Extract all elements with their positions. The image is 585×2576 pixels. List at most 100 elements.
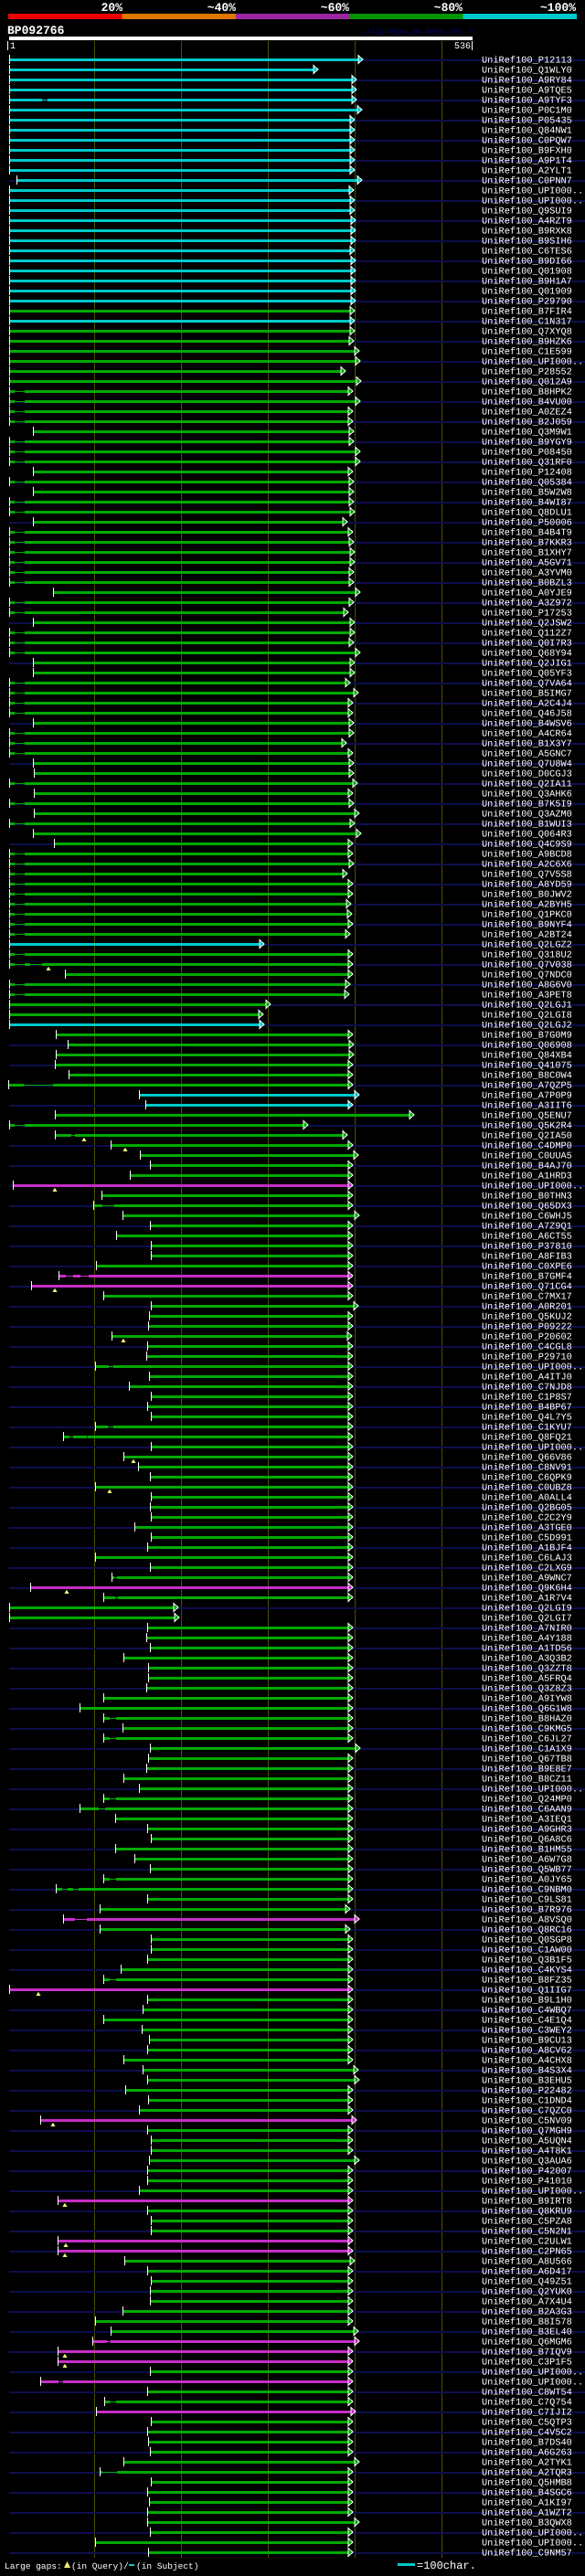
svg-text:UniRef100_Q012A9: UniRef100_Q012A9 (482, 377, 572, 388)
svg-text:UniRef100_Q3B1F5: UniRef100_Q3B1F5 (482, 1956, 572, 1966)
svg-text:UniRef100_Q2YUK0: UniRef100_Q2YUK0 (482, 2287, 572, 2298)
svg-text:UniRef100_Q65DX3: UniRef100_Q65DX3 (482, 1202, 572, 1213)
svg-text:UniRef100_A7X4U4: UniRef100_A7X4U4 (482, 2297, 572, 2308)
svg-text:UniRef100_C4E1Q4: UniRef100_C4E1Q4 (482, 2016, 572, 2027)
svg-text:UniRef100_B5W2W8: UniRef100_B5W2W8 (482, 488, 572, 499)
svg-text:UniRef100_C6TES6: UniRef100_C6TES6 (482, 247, 572, 258)
svg-text:UniRef100_B1WUI3: UniRef100_B1WUI3 (482, 820, 572, 831)
svg-text:UniRef100_P50006: UniRef100_P50006 (482, 518, 572, 529)
svg-text:UniRef100_C0XPE6: UniRef100_C0XPE6 (482, 1262, 572, 1273)
svg-text:UniRef100_C2C2Y9: UniRef100_C2C2Y9 (482, 1513, 572, 1524)
svg-text:UniRef100_Q7U8W4: UniRef100_Q7U8W4 (482, 759, 572, 770)
svg-text:UniRef100_A9RY84: UniRef100_A9RY84 (482, 76, 572, 87)
svg-text:UniRef100_C9NBM0: UniRef100_C9NBM0 (482, 1885, 572, 1896)
svg-text:UniRef100_C5D991: UniRef100_C5D991 (482, 1533, 572, 1544)
svg-text:UniRef100_B4B4T9: UniRef100_B4B4T9 (482, 528, 572, 539)
svg-text:536: 536 (454, 42, 471, 52)
svg-text:UniRef100_C7Q754: UniRef100_C7Q754 (482, 2398, 572, 2409)
svg-text:UniRef100_C0UBZ8: UniRef100_C0UBZ8 (482, 1483, 572, 1494)
svg-text:UniRef100_C1KYU7: UniRef100_C1KYU7 (482, 1423, 572, 1434)
svg-text:UniRef100_P09222: UniRef100_P09222 (482, 1322, 572, 1333)
svg-text:UniRef100_A4RZT9: UniRef100_A4RZT9 (482, 217, 572, 228)
svg-text:UniRef100_C1AW00: UniRef100_C1AW00 (482, 1945, 572, 1956)
svg-text:UniRef100_A6W7G8: UniRef100_A6W7G8 (482, 1855, 572, 1866)
svg-text:UniRef100_Q2LGZ2: UniRef100_Q2LGZ2 (482, 940, 572, 951)
svg-text:UniRef100_Q2LGJ1: UniRef100_Q2LGJ1 (482, 1001, 572, 1012)
svg-text:UniRef100_A1HRD3: UniRef100_A1HRD3 (482, 1171, 572, 1182)
svg-text:UniRef100_C5PZA8: UniRef100_C5PZA8 (482, 2217, 572, 2228)
svg-text:UniRef100_B9IRT8: UniRef100_B9IRT8 (482, 2197, 572, 2208)
svg-text:UniRef100_P08450: UniRef100_P08450 (482, 448, 572, 459)
svg-text:UniRef100_Q7XYQ8: UniRef100_Q7XYQ8 (482, 327, 572, 338)
svg-text:UniRef100_B4SGC6: UniRef100_B4SGC6 (482, 2488, 572, 2499)
svg-text:UniRef100_Q84NW1: UniRef100_Q84NW1 (482, 126, 572, 137)
svg-text:UniRef100_C6WHJ5: UniRef100_C6WHJ5 (482, 1212, 572, 1223)
svg-text:UniRef100_C8NV91: UniRef100_C8NV91 (482, 1463, 572, 1474)
svg-text:UniRef100_P12408: UniRef100_P12408 (482, 468, 572, 479)
svg-text:UniRef100_P41010: UniRef100_P41010 (482, 2177, 572, 2188)
svg-text:UniRef100_B9YGY9: UniRef100_B9YGY9 (482, 438, 572, 449)
svg-text:UniRef100_Q2IA50: UniRef100_Q2IA50 (482, 1131, 572, 1142)
svg-text:UniRef100_Q31RF0: UniRef100_Q31RF0 (482, 458, 572, 469)
svg-text:(in Subject): (in Subject) (136, 2561, 198, 2571)
svg-text:UniRef100_B1X3Y7: UniRef100_B1X3Y7 (482, 739, 572, 750)
svg-text:UniRef100_C7MX17: UniRef100_C7MX17 (482, 1292, 572, 1303)
svg-text:UniRef100_Q6A8C6: UniRef100_Q6A8C6 (482, 1835, 572, 1846)
svg-text:UniRef100_A0ALL4: UniRef100_A0ALL4 (482, 1493, 572, 1504)
svg-text:UniRef100_C7NJD8: UniRef100_C7NJD8 (482, 1383, 572, 1394)
svg-text:UniRef100_C7IJI2: UniRef100_C7IJI2 (482, 2408, 572, 2419)
svg-text:UniRef100_A8U566: UniRef100_A8U566 (482, 2257, 572, 2268)
svg-text:UniRef100_Q064R3: UniRef100_Q064R3 (482, 830, 572, 841)
svg-text:UniRef100_Q7MGH9: UniRef100_Q7MGH9 (482, 2126, 572, 2137)
svg-text:UniRef100_Q01908: UniRef100_Q01908 (482, 267, 572, 278)
svg-text:UniRef100_Q06908: UniRef100_Q06908 (482, 1041, 572, 1052)
svg-text:UniRef100_A9IYW8: UniRef100_A9IYW8 (482, 1694, 572, 1705)
svg-text:UniRef100_A8YD59: UniRef100_A8YD59 (482, 880, 572, 891)
svg-text:UniRef100_P28552: UniRef100_P28552 (482, 367, 572, 378)
svg-text:UniRef100_B9DI66: UniRef100_B9DI66 (482, 257, 572, 268)
svg-text:UniRef100_UPI000..: UniRef100_UPI000.. (482, 186, 583, 197)
svg-text:UniRef100_B4WI87: UniRef100_B4WI87 (482, 498, 572, 509)
svg-text:UniRef100_Q49Z51: UniRef100_Q49Z51 (482, 2277, 572, 2288)
svg-text:UniRef100_UPI000..: UniRef100_UPI000.. (482, 2187, 583, 2198)
svg-text:UniRef100_C8WT54: UniRef100_C8WT54 (482, 2388, 572, 2399)
svg-text:UniRef100_Q01909: UniRef100_Q01909 (482, 287, 572, 298)
svg-text:UniRef100_A2BT24: UniRef100_A2BT24 (482, 930, 572, 941)
svg-text:UniRef100_Q1WLY0: UniRef100_Q1WLY0 (482, 66, 572, 77)
svg-text:UniRef100_B8CZ11: UniRef100_B8CZ11 (482, 1775, 572, 1786)
svg-text:UniRef100_Q9K6H4: UniRef100_Q9K6H4 (482, 1584, 572, 1595)
svg-text:UniRef100_P42007: UniRef100_P42007 (482, 2167, 572, 2178)
svg-text:~40%: ~40% (207, 1, 236, 15)
svg-text:UniRef100_Q2LGI8: UniRef100_Q2LGI8 (482, 1011, 572, 1022)
svg-text:UniRef100_Q5HMB8: UniRef100_Q5HMB8 (482, 2478, 572, 2489)
svg-text:UniRef100_B4AJ70: UniRef100_B4AJ70 (482, 1161, 572, 1172)
svg-text:UniRef100_B0BZL3: UniRef100_B0BZL3 (482, 578, 572, 589)
svg-text:UniRef100_A2TQR3: UniRef100_A2TQR3 (482, 2468, 572, 2479)
svg-text:UniRef100_UPI000..: UniRef100_UPI000.. (482, 196, 583, 207)
svg-text:~80%: ~80% (434, 1, 463, 15)
svg-text:UniRef100_Q0SGP8: UniRef100_Q0SGP8 (482, 1935, 572, 1946)
svg-text:UniRef100_A4T8K1: UniRef100_A4T8K1 (482, 2147, 572, 2157)
svg-text:UniRef100_Q4L7Y5: UniRef100_Q4L7Y5 (482, 1413, 572, 1424)
svg-text:UniRef100_B0JWV2: UniRef100_B0JWV2 (482, 890, 572, 901)
svg-text:UniRef100_Q9SUI9: UniRef100_Q9SUI9 (482, 207, 572, 217)
svg-text:UniRef100_C9NM57: UniRef100_C9NM57 (482, 2549, 572, 2560)
svg-text:UniRef100_Q2JIG1: UniRef100_Q2JIG1 (482, 659, 572, 670)
svg-text:UniRef100_B7G0M9: UniRef100_B7G0M9 (482, 1031, 572, 1042)
svg-text:UniRef100_A3Z972: UniRef100_A3Z972 (482, 599, 572, 610)
svg-text:1: 1 (10, 42, 16, 52)
svg-text:UniRef100_B8HPK2: UniRef100_B8HPK2 (482, 387, 572, 398)
svg-text:UniRef100_B7DS40: UniRef100_B7DS40 (482, 2438, 572, 2449)
svg-text:UniRef100_Q05384: UniRef100_Q05384 (482, 478, 572, 489)
svg-text:UniRef100_P17253: UniRef100_P17253 (482, 609, 572, 620)
svg-text:UniRef100_Q68Y94: UniRef100_Q68Y94 (482, 649, 572, 660)
svg-text:UniRef100_B7R976: UniRef100_B7R976 (482, 1905, 572, 1916)
svg-text:UniRef100_B5IMG7: UniRef100_B5IMG7 (482, 689, 572, 700)
svg-text:UniRef100_UPI000..: UniRef100_UPI000.. (482, 2368, 583, 2379)
svg-text:UniRef100_B4VU00: UniRef100_B4VU00 (482, 398, 572, 408)
svg-text:UniRef100_Q8DLU1: UniRef100_Q8DLU1 (482, 508, 572, 519)
svg-text:UniRef100_D0CGJ3: UniRef100_D0CGJ3 (482, 769, 572, 780)
svg-text:UniRef100_A9BCD8: UniRef100_A9BCD8 (482, 850, 572, 861)
svg-text:UniRef100_Q1PKC0: UniRef100_Q1PKC0 (482, 910, 572, 921)
svg-text:~60%: ~60% (321, 1, 349, 15)
